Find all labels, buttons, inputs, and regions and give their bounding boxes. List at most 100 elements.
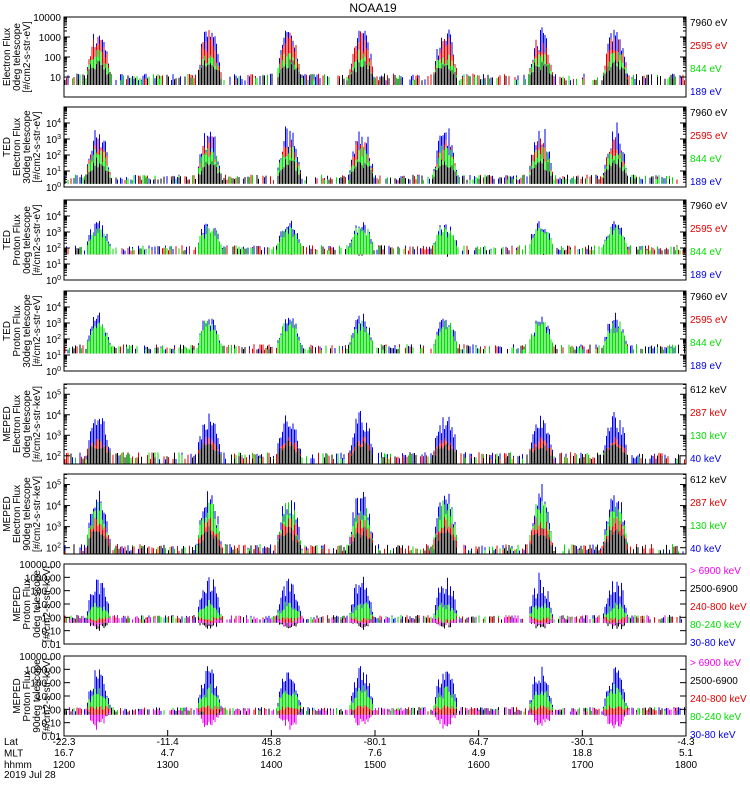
legend-green: 130 keV	[690, 521, 727, 532]
x-tick-lat: -4.3	[677, 737, 695, 748]
legend-green: 80-240 keV	[690, 712, 741, 723]
panel-8-traces	[64, 666, 685, 730]
panel-8-frame	[63, 655, 687, 737]
legend-black: 612 keV	[690, 475, 727, 486]
y-tick-label: 102	[46, 543, 61, 555]
y-tick-label: 104	[46, 501, 61, 513]
y-tick-label: 102	[46, 451, 61, 463]
y-tick-label: 101	[46, 350, 61, 362]
y-tick-label: 100	[46, 275, 61, 287]
panel-8-y-ticks	[64, 655, 686, 737]
panel-4-frame	[63, 290, 687, 372]
ylabel-line: Proton Flux	[12, 305, 23, 356]
ylabel-line: 0deg telescope	[22, 206, 33, 274]
trace-black	[64, 59, 675, 85]
legend-magenta: > 6900 keV	[690, 566, 741, 577]
panel-4-y-ticks	[64, 291, 686, 372]
panel-4-legend: 7960 eV 2595 eV 844 eV 189 eV	[690, 292, 728, 372]
trace-red	[64, 515, 676, 554]
y-tick-label: 105	[46, 480, 61, 492]
y-tick-label: 103	[46, 134, 61, 146]
ylabel-line: 0deg telescope	[12, 23, 23, 91]
legend-blue: 40 keV	[690, 544, 721, 555]
legend-green: 844 eV	[690, 64, 722, 75]
x-tick-mlt: 5.1	[679, 748, 693, 759]
x-tick-hhmm: 1800	[675, 760, 698, 771]
ylabel-line: Electron Flux	[12, 485, 23, 543]
ylabel-line: TED	[2, 137, 13, 157]
panel-5-legend: 612 keV 287 keV 130 keV 40 keV	[690, 385, 727, 465]
trace-blue	[66, 572, 682, 623]
x-tick-hhmm: 1400	[260, 760, 283, 771]
chart-title: NOAA19	[349, 1, 397, 15]
y-tick-label: 10	[50, 73, 62, 84]
ylabel-line: Electron Flux	[12, 395, 23, 453]
x-tick-hhmm: 1700	[571, 760, 594, 771]
panel-7-legend: > 6900 keV 2500-6900 240-800 keV 80-240 keV…	[690, 566, 747, 649]
legend-red: 287 keV	[690, 498, 727, 509]
x-tick-lat: 64.7	[469, 737, 489, 748]
y-tick-label: 0.10	[42, 719, 62, 730]
y-tick-label: 100	[46, 366, 61, 378]
x-tick-hhmm: 1300	[157, 760, 180, 771]
legend-green: 844 eV	[690, 247, 722, 258]
trace-magenta	[69, 615, 666, 628]
panel-2-ylabel: TED Electron Flux 30deg telescope [#/cm2-s-…	[2, 110, 43, 184]
ylabel-line: TED	[2, 230, 13, 250]
panel-7-traces	[64, 572, 682, 631]
panel-2-traces	[64, 122, 678, 184]
ylabel-line: [#/cm2-s-str-eV]	[32, 295, 43, 366]
ylabel-line: [#/cm2-s-str-eV]	[32, 204, 43, 275]
legend-blue: 40 keV	[690, 454, 721, 465]
panel-7-ylabel: MEPED Proton Flux 0deg telescope [#/cm2-s-s…	[12, 566, 53, 642]
x-tick-lat: 45.8	[262, 737, 282, 748]
trace-red	[66, 30, 685, 85]
y-tick-label: 1000.00	[25, 573, 62, 584]
trace-blue	[67, 312, 679, 354]
panel-5-traces	[64, 411, 685, 464]
x-tick-mlt: 4.9	[472, 748, 486, 759]
panel-2-legend: 7960 eV 2595 eV 844 eV 189 eV	[690, 108, 728, 188]
ylabel-line: [#/cm2-s-str-keV]	[42, 658, 53, 734]
panel-7: 0.010.101.0010.00100.001000.0010000.00ME…	[12, 560, 747, 651]
panel-4-ylabel: TED Proton Flux 30deg telescope [#/cm2-s-st…	[2, 294, 43, 368]
x-tick-mlt: 16.7	[54, 748, 74, 759]
ylabel-line: 0deg telescope	[22, 390, 33, 458]
legend-blue: 30-80 keV	[690, 638, 736, 649]
panel-6-ylabel: MEPED Electron Flux 90deg telescope [#/cm2-…	[2, 476, 43, 552]
legend-red: 2595 eV	[690, 224, 728, 235]
panel-2-y-ticks	[64, 107, 686, 188]
y-tick-label: 101	[46, 259, 61, 271]
x-row-label: Lat	[4, 737, 18, 748]
y-tick-label: 100.00	[30, 679, 61, 690]
y-tick-label: 100	[44, 53, 61, 64]
y-tick-label: 103	[46, 522, 61, 534]
legend-black: 7960 eV	[690, 292, 728, 303]
legend-blue: 189 eV	[690, 270, 722, 281]
y-tick-label: 104	[46, 118, 61, 130]
x-tick-mlt: 4.7	[161, 748, 175, 759]
trace-black	[70, 439, 681, 464]
y-tick-label: 1.00	[42, 705, 62, 716]
ylabel-line: [#/cm2-s-str-keV]	[42, 566, 53, 642]
legend-red: 2595 eV	[690, 41, 728, 52]
y-tick-label: 103	[46, 430, 61, 442]
x-tick-lat: -22.3	[53, 737, 76, 748]
x-tick-mlt: 7.6	[368, 748, 382, 759]
trace-blue	[72, 411, 679, 464]
panel-1-traces	[64, 27, 685, 85]
panel-3-frame	[63, 199, 687, 281]
legend-blue: 189 eV	[690, 87, 722, 98]
legend-red: 287 keV	[690, 408, 727, 419]
legend-blue: 189 eV	[690, 177, 722, 188]
panel-6-frame	[63, 473, 687, 555]
y-tick-label: 103	[46, 227, 61, 239]
panel-4-traces	[64, 312, 685, 354]
x-tick-mlt: 16.2	[262, 748, 282, 759]
ylabel-line: MEPED	[2, 496, 13, 532]
x-tick-mlt: 18.8	[573, 748, 593, 759]
trace-black	[64, 157, 670, 184]
x-row-label: MLT	[4, 749, 23, 760]
